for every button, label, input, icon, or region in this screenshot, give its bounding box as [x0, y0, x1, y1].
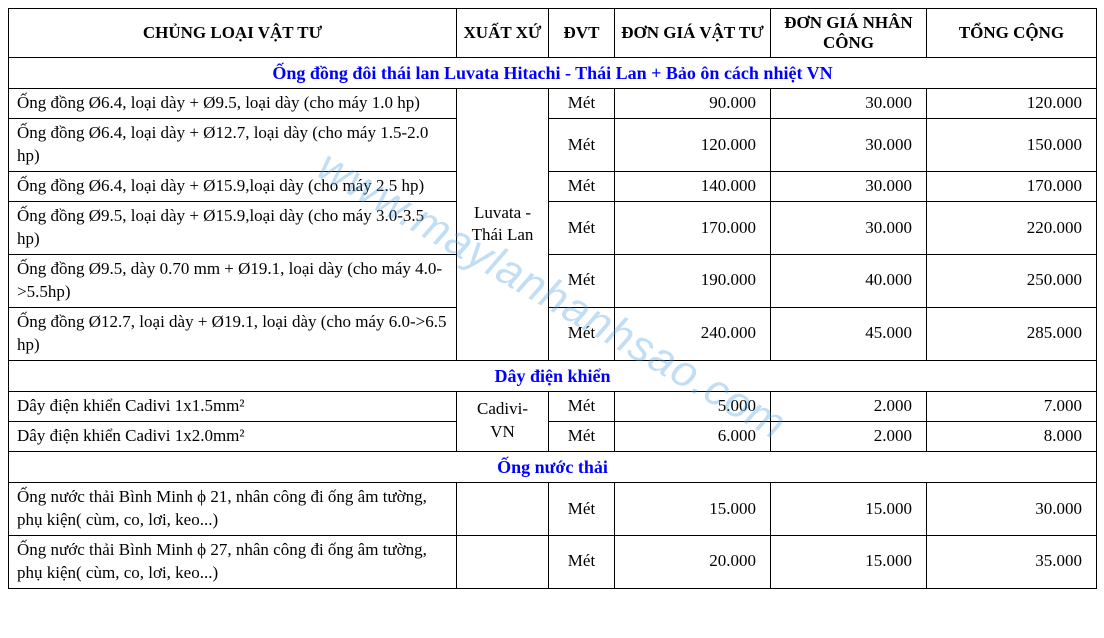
- col-header-labor: ĐƠN GIÁ NHÂN CÔNG: [771, 9, 927, 58]
- cell-unit: Mét: [549, 89, 615, 119]
- cell-unit: Mét: [549, 391, 615, 421]
- cell-unit: Mét: [549, 421, 615, 451]
- cell-uprice: 5.000: [615, 391, 771, 421]
- table-row: Ống đồng Ø6.4, loại dày + Ø15.9,loại dày…: [9, 172, 1097, 202]
- header-row: CHỦNG LOẠI VẬT TƯ XUẤT XỨ ĐVT ĐƠN GIÁ VẬ…: [9, 9, 1097, 58]
- table-row: Ống nước thải Bình Minh ϕ 27, nhân công …: [9, 536, 1097, 589]
- cell-labor: 15.000: [771, 483, 927, 536]
- cell-desc: Ống nước thải Bình Minh ϕ 21, nhân công …: [9, 483, 457, 536]
- cell-labor: 30.000: [771, 119, 927, 172]
- cell-unit: Mét: [549, 307, 615, 360]
- cell-labor: 15.000: [771, 536, 927, 589]
- section-header-row: Dây điện khiển: [9, 360, 1097, 391]
- table-row: Ống đồng Ø12.7, loại dày + Ø19.1, loại d…: [9, 307, 1097, 360]
- cell-uprice: 140.000: [615, 172, 771, 202]
- cell-labor: 2.000: [771, 391, 927, 421]
- cell-total: 8.000: [927, 421, 1097, 451]
- cell-uprice: 90.000: [615, 89, 771, 119]
- cell-labor: 30.000: [771, 89, 927, 119]
- cell-labor: 45.000: [771, 307, 927, 360]
- cell-total: 7.000: [927, 391, 1097, 421]
- cell-total: 120.000: [927, 89, 1097, 119]
- cell-desc: Ống đồng Ø9.5, dày 0.70 mm + Ø19.1, loại…: [9, 254, 457, 307]
- cell-desc: Ống nước thải Bình Minh ϕ 27, nhân công …: [9, 536, 457, 589]
- cell-total: 220.000: [927, 202, 1097, 255]
- col-header-unit: ĐVT: [549, 9, 615, 58]
- price-table: CHỦNG LOẠI VẬT TƯ XUẤT XỨ ĐVT ĐƠN GIÁ VẬ…: [8, 8, 1097, 589]
- cell-unit: Mét: [549, 202, 615, 255]
- table-row: Ống đồng Ø9.5, dày 0.70 mm + Ø19.1, loại…: [9, 254, 1097, 307]
- cell-desc: Ống đồng Ø9.5, loại dày + Ø15.9,loại dày…: [9, 202, 457, 255]
- cell-uprice: 170.000: [615, 202, 771, 255]
- cell-unit: Mét: [549, 254, 615, 307]
- table-row: Dây điện khiển Cadivi 1x1.5mm² Cadivi-VN…: [9, 391, 1097, 421]
- cell-uprice: 6.000: [615, 421, 771, 451]
- cell-origin: [457, 536, 549, 589]
- cell-desc: Ống đồng Ø6.4, loại dày + Ø9.5, loại dày…: [9, 89, 457, 119]
- cell-total: 30.000: [927, 483, 1097, 536]
- table-row: Ống đồng Ø6.4, loại dày + Ø12.7, loại dà…: [9, 119, 1097, 172]
- cell-desc: Dây điện khiển Cadivi 1x2.0mm²: [9, 421, 457, 451]
- cell-total: 150.000: [927, 119, 1097, 172]
- cell-labor: 30.000: [771, 172, 927, 202]
- cell-desc: Ống đồng Ø6.4, loại dày + Ø15.9,loại dày…: [9, 172, 457, 202]
- table-row: Ống đồng Ø9.5, loại dày + Ø15.9,loại dày…: [9, 202, 1097, 255]
- cell-uprice: 120.000: [615, 119, 771, 172]
- table-row: Dây điện khiển Cadivi 1x2.0mm² Mét 6.000…: [9, 421, 1097, 451]
- section-header-row: Ống nước thải: [9, 451, 1097, 482]
- section-header-row: Ống đồng đôi thái lan Luvata Hitachi - T…: [9, 58, 1097, 89]
- col-header-origin: XUẤT XỨ: [457, 9, 549, 58]
- cell-uprice: 15.000: [615, 483, 771, 536]
- col-header-desc: CHỦNG LOẠI VẬT TƯ: [9, 9, 457, 58]
- section-title: Dây điện khiển: [9, 360, 1097, 391]
- cell-labor: 30.000: [771, 202, 927, 255]
- col-header-uprice: ĐƠN GIÁ VẬT TƯ: [615, 9, 771, 58]
- cell-total: 170.000: [927, 172, 1097, 202]
- cell-total: 285.000: [927, 307, 1097, 360]
- section-title: Ống đồng đôi thái lan Luvata Hitachi - T…: [9, 58, 1097, 89]
- cell-origin: [457, 483, 549, 536]
- table-row: Ống nước thải Bình Minh ϕ 21, nhân công …: [9, 483, 1097, 536]
- cell-origin-merged: Cadivi-VN: [457, 391, 549, 451]
- section-title: Ống nước thải: [9, 451, 1097, 482]
- cell-uprice: 190.000: [615, 254, 771, 307]
- cell-desc: Ống đồng Ø6.4, loại dày + Ø12.7, loại dà…: [9, 119, 457, 172]
- col-header-total: TỔNG CỘNG: [927, 9, 1097, 58]
- table-row: Ống đồng Ø6.4, loại dày + Ø9.5, loại dày…: [9, 89, 1097, 119]
- cell-unit: Mét: [549, 119, 615, 172]
- cell-uprice: 20.000: [615, 536, 771, 589]
- cell-unit: Mét: [549, 483, 615, 536]
- cell-desc: Ống đồng Ø12.7, loại dày + Ø19.1, loại d…: [9, 307, 457, 360]
- cell-labor: 40.000: [771, 254, 927, 307]
- cell-total: 35.000: [927, 536, 1097, 589]
- cell-total: 250.000: [927, 254, 1097, 307]
- cell-unit: Mét: [549, 172, 615, 202]
- cell-desc: Dây điện khiển Cadivi 1x1.5mm²: [9, 391, 457, 421]
- cell-unit: Mét: [549, 536, 615, 589]
- cell-origin-merged: Luvata - Thái Lan: [457, 89, 549, 360]
- cell-uprice: 240.000: [615, 307, 771, 360]
- cell-labor: 2.000: [771, 421, 927, 451]
